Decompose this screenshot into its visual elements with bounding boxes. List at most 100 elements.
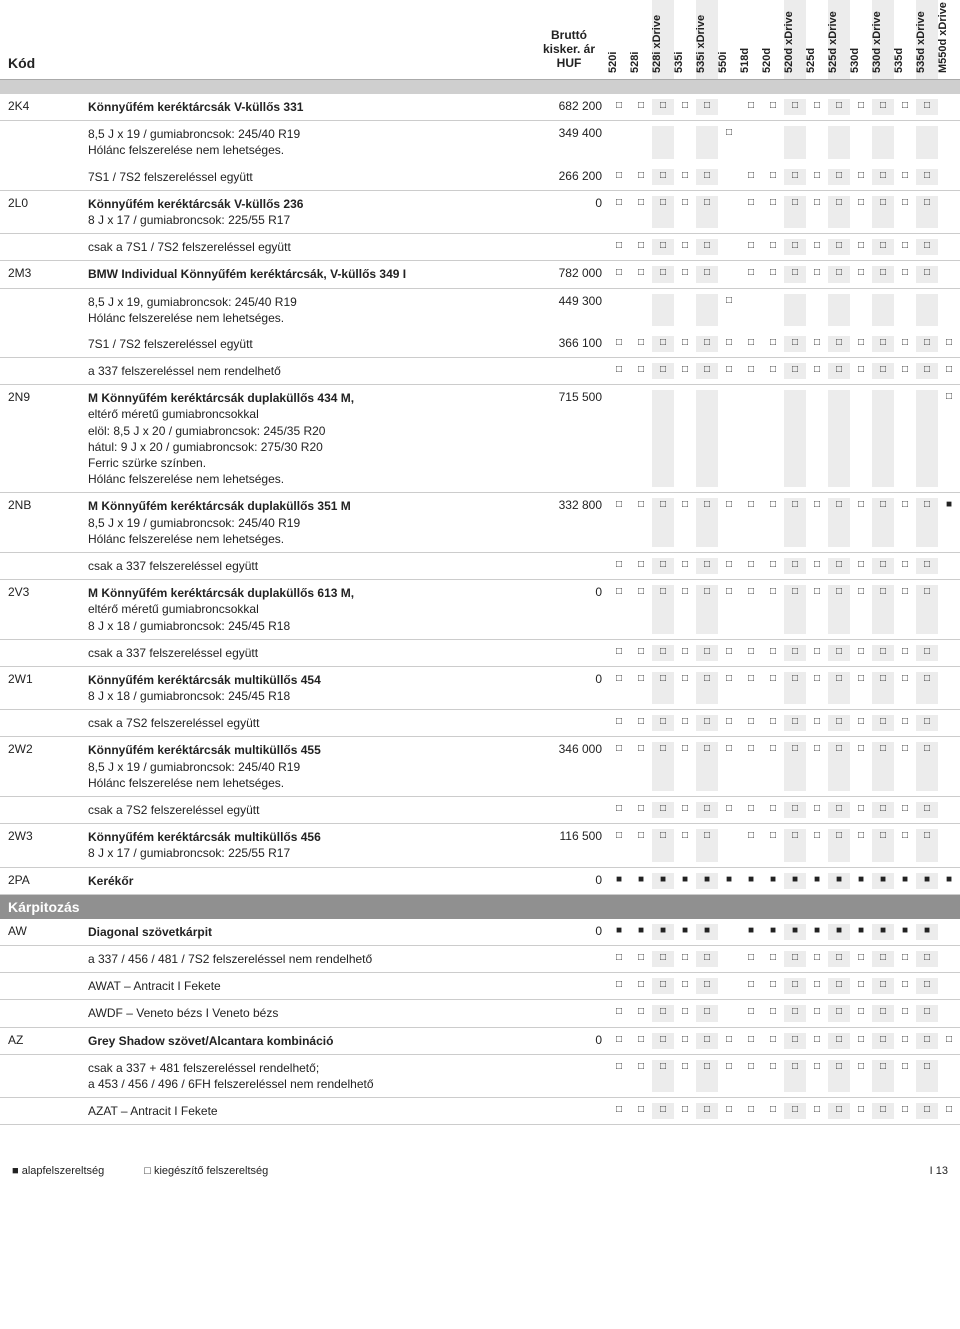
mark: □ bbox=[608, 169, 630, 185]
mark: □ bbox=[674, 266, 696, 282]
header-model: 535i xDrive bbox=[696, 0, 718, 79]
cell-marks: □ bbox=[608, 390, 960, 487]
header-model: 518d bbox=[740, 0, 762, 79]
cell-price bbox=[532, 239, 608, 255]
cell-marks: □□□□□□□□□□□□□□□ bbox=[608, 558, 960, 574]
cell-desc: csak a 7S2 felszereléssel együtt bbox=[88, 802, 532, 818]
mark: □ bbox=[872, 951, 894, 967]
cell-price: 682 200 bbox=[532, 99, 608, 115]
mark: □ bbox=[762, 1103, 784, 1119]
mark: ■ bbox=[740, 924, 762, 940]
mark: □ bbox=[762, 99, 784, 115]
mark bbox=[850, 126, 872, 158]
mark: □ bbox=[828, 363, 850, 379]
mark: □ bbox=[630, 336, 652, 352]
mark: □ bbox=[608, 1005, 630, 1021]
mark: □ bbox=[894, 978, 916, 994]
mark: □ bbox=[718, 585, 740, 634]
mark: □ bbox=[696, 585, 718, 634]
mark: □ bbox=[630, 585, 652, 634]
cell-price: 0 bbox=[532, 672, 608, 704]
header-model: 520i bbox=[608, 0, 630, 79]
header-model: 530d xDrive bbox=[872, 0, 894, 79]
cell-code bbox=[0, 802, 88, 818]
mark: □ bbox=[630, 169, 652, 185]
cell-marks: □□□□□□□□□□□□□□ bbox=[608, 266, 960, 282]
mark: □ bbox=[652, 1103, 674, 1119]
mark: ■ bbox=[696, 873, 718, 889]
mark: □ bbox=[762, 498, 784, 547]
mark bbox=[938, 742, 960, 791]
mark: □ bbox=[828, 196, 850, 228]
mark: ■ bbox=[630, 924, 652, 940]
mark bbox=[784, 294, 806, 326]
mark: □ bbox=[784, 336, 806, 352]
mark: □ bbox=[872, 196, 894, 228]
cell-price bbox=[532, 558, 608, 574]
cell-desc: M Könnyűfém keréktárcsák duplaküllős 434… bbox=[88, 390, 532, 487]
mark: □ bbox=[916, 1060, 938, 1092]
mark: ■ bbox=[806, 873, 828, 889]
mark: □ bbox=[630, 239, 652, 255]
mark bbox=[718, 978, 740, 994]
mark: □ bbox=[652, 266, 674, 282]
mark: □ bbox=[674, 363, 696, 379]
mark: ■ bbox=[608, 924, 630, 940]
cell-code: 2W3 bbox=[0, 829, 88, 861]
mark: □ bbox=[806, 336, 828, 352]
mark: □ bbox=[872, 363, 894, 379]
mark: □ bbox=[740, 363, 762, 379]
mark: □ bbox=[850, 363, 872, 379]
cell-price bbox=[532, 1060, 608, 1092]
mark: □ bbox=[850, 645, 872, 661]
mark: □ bbox=[894, 1005, 916, 1021]
mark: □ bbox=[872, 1005, 894, 1021]
mark: □ bbox=[608, 336, 630, 352]
mark: □ bbox=[806, 558, 828, 574]
mark: □ bbox=[718, 1060, 740, 1092]
mark: □ bbox=[850, 829, 872, 861]
cell-price: 715 500 bbox=[532, 390, 608, 487]
cell-marks: □□□□□□□□□□□□□□□ bbox=[608, 742, 960, 791]
mark bbox=[652, 294, 674, 326]
mark: □ bbox=[696, 951, 718, 967]
cell-price: 349 400 bbox=[532, 126, 608, 158]
cell-desc: AZAT – Antracit I Fekete bbox=[88, 1103, 532, 1119]
mark: □ bbox=[630, 645, 652, 661]
mark: □ bbox=[696, 196, 718, 228]
mark: □ bbox=[696, 715, 718, 731]
mark: □ bbox=[674, 558, 696, 574]
mark: □ bbox=[652, 1005, 674, 1021]
mark: □ bbox=[674, 802, 696, 818]
mark: □ bbox=[850, 1033, 872, 1049]
table-row: 2W2Könnyűfém keréktárcsák multiküllős 45… bbox=[0, 737, 960, 797]
cell-desc: csak a 337 + 481 felszereléssel rendelhe… bbox=[88, 1060, 532, 1092]
mark bbox=[696, 126, 718, 158]
mark: □ bbox=[674, 672, 696, 704]
mark: ■ bbox=[740, 873, 762, 889]
table-row: a 337 felszereléssel nem rendelhető□□□□□… bbox=[0, 358, 960, 385]
cell-desc: Kerékőr bbox=[88, 873, 532, 889]
mark: □ bbox=[674, 169, 696, 185]
mark: □ bbox=[740, 1005, 762, 1021]
mark bbox=[718, 951, 740, 967]
mark: □ bbox=[784, 169, 806, 185]
mark: □ bbox=[850, 672, 872, 704]
mark: □ bbox=[674, 742, 696, 791]
header-kod: Kód bbox=[0, 0, 88, 79]
page: Kód Bruttó kisker. ár HUF 520i528i528i x… bbox=[0, 0, 960, 1187]
cell-desc: Könnyűfém keréktárcsák multiküllős 4548 … bbox=[88, 672, 532, 704]
table-row: 2W3Könnyűfém keréktárcsák multiküllős 45… bbox=[0, 824, 960, 867]
cell-code bbox=[0, 239, 88, 255]
cell-code: 2V3 bbox=[0, 585, 88, 634]
mark: ■ bbox=[828, 873, 850, 889]
mark: □ bbox=[806, 1033, 828, 1049]
mark: □ bbox=[828, 1033, 850, 1049]
header-model: M550d xDrive bbox=[938, 0, 960, 79]
mark: □ bbox=[608, 558, 630, 574]
cell-desc: 8,5 J x 19, gumiabroncsok: 245/40 R19Hól… bbox=[88, 294, 532, 326]
mark: □ bbox=[718, 1033, 740, 1049]
mark: □ bbox=[674, 1005, 696, 1021]
mark bbox=[762, 390, 784, 487]
mark: □ bbox=[630, 1103, 652, 1119]
